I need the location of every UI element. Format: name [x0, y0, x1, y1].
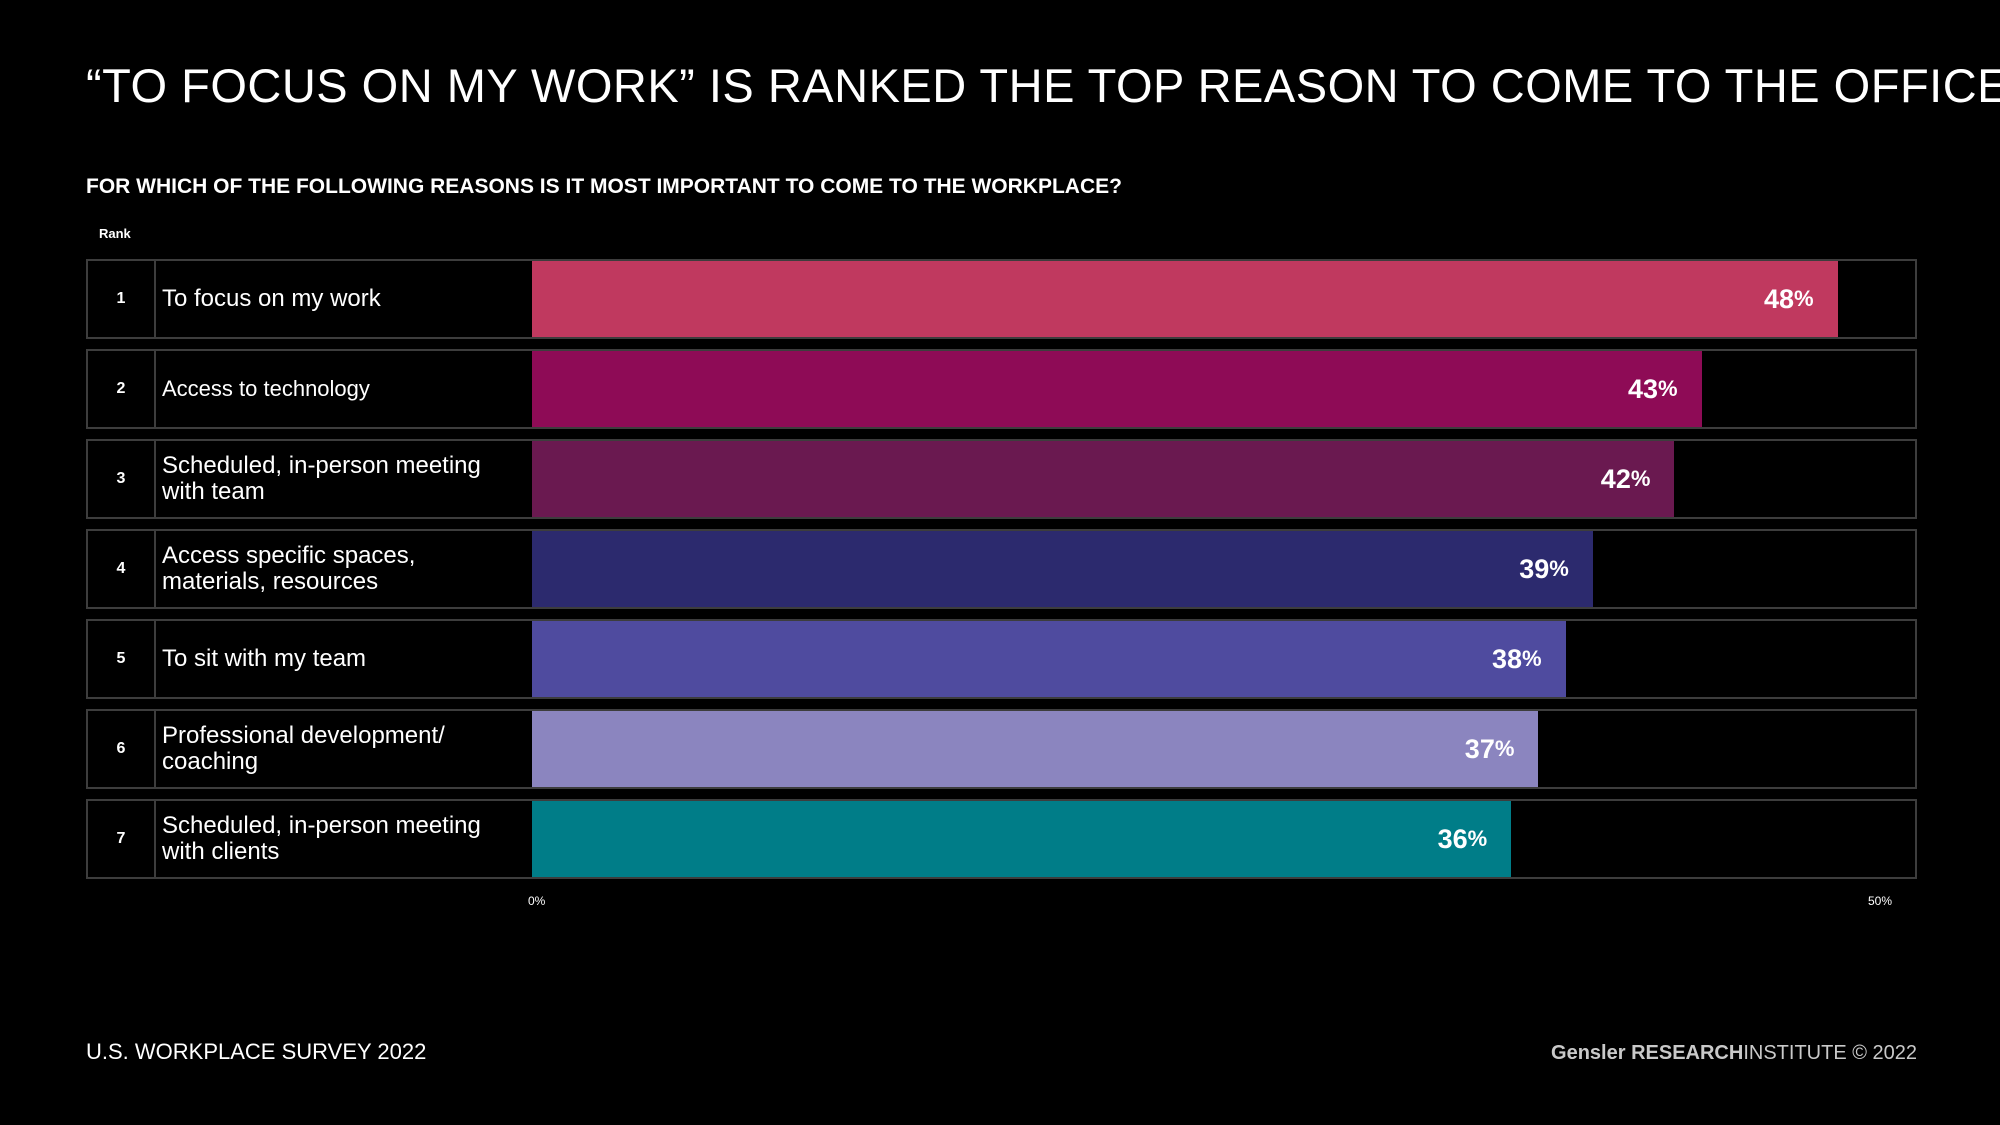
data-label-value: 42	[1600, 463, 1631, 494]
bar	[532, 261, 1838, 337]
bar	[532, 621, 1566, 697]
data-label-unit: %	[1467, 826, 1488, 851]
data-label: 43%	[1628, 351, 1678, 427]
data-label-value: 36	[1437, 823, 1468, 854]
x-tick-label-50: 50%	[1868, 894, 1893, 908]
bar	[532, 441, 1675, 517]
chart-question: FOR WHICH OF THE FOLLOWING REASONS IS IT…	[86, 175, 1122, 198]
category-label: Scheduled, in-person meeting with client…	[162, 812, 481, 865]
data-label: 37%	[1465, 711, 1515, 787]
rank-number: 1	[88, 261, 156, 337]
bar	[532, 531, 1593, 607]
rank-number: 4	[88, 531, 156, 607]
survey-name: U.S. WORKPLACE SURVEY 2022	[86, 1039, 427, 1064]
brand-institute: INSTITUTE © 2022	[1743, 1042, 1917, 1064]
chart-row: 7 Scheduled, in-person meeting with clien…	[86, 799, 1917, 879]
page-title: “TO FOCUS ON MY WORK” IS RANKED THE TOP …	[86, 59, 2000, 112]
data-label: 39%	[1519, 531, 1569, 607]
data-label: 38%	[1492, 621, 1542, 697]
rank-number: 7	[88, 801, 156, 877]
data-label-unit: %	[1494, 736, 1515, 761]
category-label: Access to technology	[162, 376, 370, 401]
bar	[532, 801, 1512, 877]
data-label-value: 43	[1628, 373, 1659, 404]
category-label: To sit with my team	[162, 645, 367, 672]
data-label-unit: %	[1522, 646, 1542, 671]
rank-number: 3	[88, 441, 156, 517]
brand-name: Gensler	[1551, 1042, 1626, 1064]
data-label-value: 37	[1464, 733, 1495, 764]
bar	[532, 711, 1539, 787]
data-label: 36%	[1438, 801, 1488, 877]
category-label: To focus on my work	[162, 285, 381, 312]
category-label: Scheduled, in-person meeting with team	[162, 452, 481, 505]
chart-row: 2 Access to technology 43%	[86, 349, 1917, 429]
rank-column-header: Rank	[99, 226, 131, 241]
copyright-credit: Gensler RESEARCHINSTITUTE © 2022	[1551, 1041, 1917, 1065]
data-label-value: 38	[1492, 643, 1523, 674]
data-label-unit: %	[1549, 556, 1569, 581]
chart-row: 4 Access specific spaces, materials, reso…	[86, 529, 1917, 609]
data-label: 42%	[1601, 441, 1651, 517]
data-label-value: 39	[1519, 553, 1550, 584]
chart-row: 3 Scheduled, in-person meeting with team 4…	[86, 439, 1917, 519]
category-label: Professional development/ coaching	[162, 722, 445, 775]
data-label-unit: %	[1794, 286, 1814, 311]
brand-research: RESEARCH	[1631, 1042, 1744, 1064]
category-label: Access specific spaces, materials, resou…	[162, 542, 416, 595]
bar	[532, 351, 1702, 427]
data-label-unit: %	[1658, 376, 1678, 401]
chart-row: 5 To sit with my team 38%	[86, 619, 1917, 699]
rank-number: 5	[88, 621, 156, 697]
data-label: 48%	[1764, 261, 1814, 337]
chart-row: 1 To focus on my work 48%	[86, 259, 1917, 339]
bar-chart: 1 To focus on my work 48% 2 Access to techno…	[86, 259, 1917, 879]
x-tick-label-0: 0%	[528, 894, 546, 908]
data-label-value: 48	[1764, 283, 1795, 314]
rank-number: 2	[88, 351, 156, 427]
rank-number: 6	[88, 711, 156, 787]
chart-row: 6 Professional development/ coaching 37%	[86, 709, 1917, 789]
data-label-unit: %	[1630, 466, 1651, 491]
